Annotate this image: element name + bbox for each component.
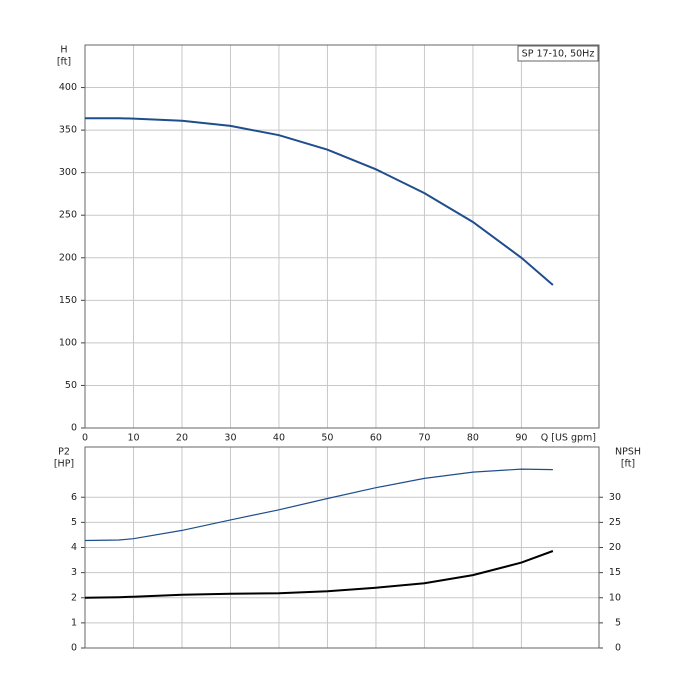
curve	[84, 550, 554, 599]
y-tick-label: 250	[59, 210, 77, 221]
legend-box	[517, 45, 599, 62]
y2-tick-label: 0	[615, 643, 621, 654]
y-tick-label: 350	[59, 125, 77, 136]
y-tick-label: 100	[59, 337, 77, 348]
x-tick-label: 20	[176, 433, 188, 444]
y-tick-label: 0	[71, 423, 77, 434]
y-axis-label: H	[60, 45, 67, 56]
y2-axis-label: NPSH	[615, 447, 641, 458]
y-tick-label: 150	[59, 295, 77, 306]
x-tick-label: 50	[321, 433, 333, 444]
legend-text: SP 17-10, 50Hz	[522, 49, 595, 60]
y2-tick-label: 30	[609, 492, 621, 503]
y-tick-label: 4	[71, 542, 77, 553]
y2-tick-label: 5	[615, 617, 621, 628]
x-tick-label: 60	[370, 433, 382, 444]
curve	[84, 468, 553, 542]
plot-frame	[84, 446, 600, 649]
y-tick-label: 300	[59, 167, 77, 178]
y-tick-label: 400	[59, 82, 77, 93]
y-tick-label: 2	[71, 592, 77, 603]
x-tick-label: 0	[82, 433, 88, 444]
y-axis-label: P2	[58, 447, 70, 458]
y2-axis-unit: [ft]	[621, 459, 635, 470]
y-tick-label: 0	[71, 643, 77, 654]
y-tick-label: 6	[71, 492, 77, 503]
plot-frame	[84, 44, 600, 429]
x-tick-label: 30	[224, 433, 236, 444]
y-tick-label: 1	[71, 617, 77, 628]
y-tick-label: 200	[59, 252, 77, 263]
curve	[85, 117, 554, 286]
y-tick-label: 5	[71, 517, 77, 528]
x-tick-label: 90	[515, 433, 527, 444]
y2-tick-label: 15	[609, 567, 621, 578]
y2-tick-label: 25	[609, 517, 621, 528]
y-axis-unit: [ft]	[57, 57, 71, 68]
y-axis-unit: [HP]	[54, 459, 74, 470]
y2-tick-label: 20	[609, 542, 621, 553]
y-tick-label: 3	[71, 567, 77, 578]
x-tick-label: 80	[467, 433, 479, 444]
y-tick-label: 50	[65, 380, 77, 391]
x-axis-label: Q [US gpm]	[541, 433, 596, 444]
x-tick-label: 40	[273, 433, 285, 444]
y2-tick-label: 10	[609, 592, 621, 603]
x-tick-label: 10	[127, 433, 139, 444]
x-tick-label: 70	[418, 433, 430, 444]
